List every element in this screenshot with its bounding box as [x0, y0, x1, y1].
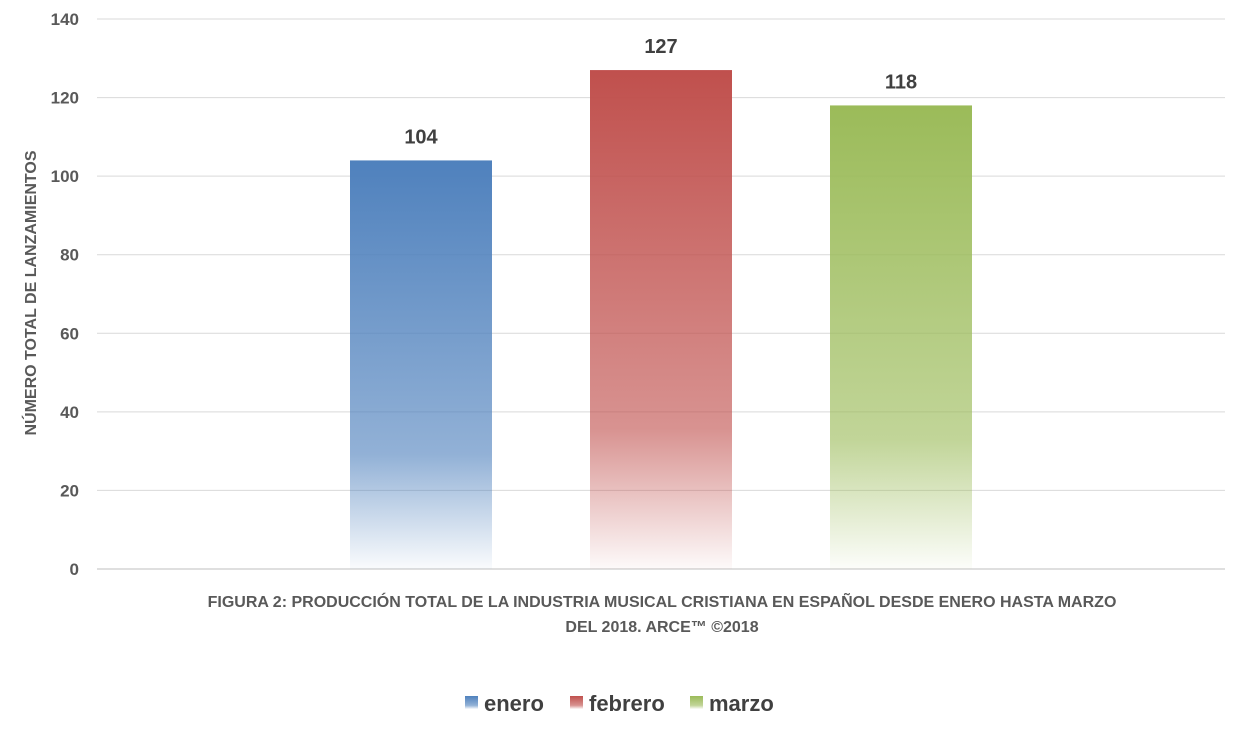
bars	[350, 70, 972, 570]
legend-swatch-febrero	[570, 696, 583, 709]
y-tick-label: 60	[60, 324, 79, 343]
y-tick-label: 80	[60, 246, 79, 265]
data-label-marzo: 118	[885, 71, 917, 93]
legend-swatch-enero	[465, 696, 478, 709]
data-labels: 104 127 118	[404, 36, 917, 148]
bar-enero	[350, 160, 492, 569]
y-tick-label: 140	[51, 10, 79, 29]
y-tick-label: 20	[60, 481, 79, 500]
y-tick-label: 0	[70, 560, 79, 579]
y-axis-title: NÚMERO TOTAL DE LANZAMIENTOS	[21, 150, 40, 435]
y-tick-label: 120	[51, 89, 79, 108]
x-axis-title-line-1: FIGURA 2: PRODUCCIÓN TOTAL DE LA INDUSTR…	[208, 591, 1117, 611]
bar-marzo	[830, 105, 972, 569]
legend-label-enero: enero	[484, 691, 544, 716]
data-label-enero: 104	[404, 126, 438, 148]
data-label-febrero: 127	[644, 36, 677, 58]
legend-label-febrero: febrero	[589, 691, 665, 716]
legend: enero febrero marzo	[465, 691, 774, 716]
bar-febrero	[590, 70, 732, 570]
legend-swatch-marzo	[690, 696, 703, 709]
y-axis-ticks: 0 20 40 60 80 100 120 140	[51, 10, 79, 579]
y-tick-label: 40	[60, 403, 79, 422]
x-axis-title-line-2: DEL 2018. ARCE™ ©2018	[565, 619, 758, 636]
y-tick-label: 100	[51, 167, 79, 186]
legend-label-marzo: marzo	[709, 691, 774, 716]
